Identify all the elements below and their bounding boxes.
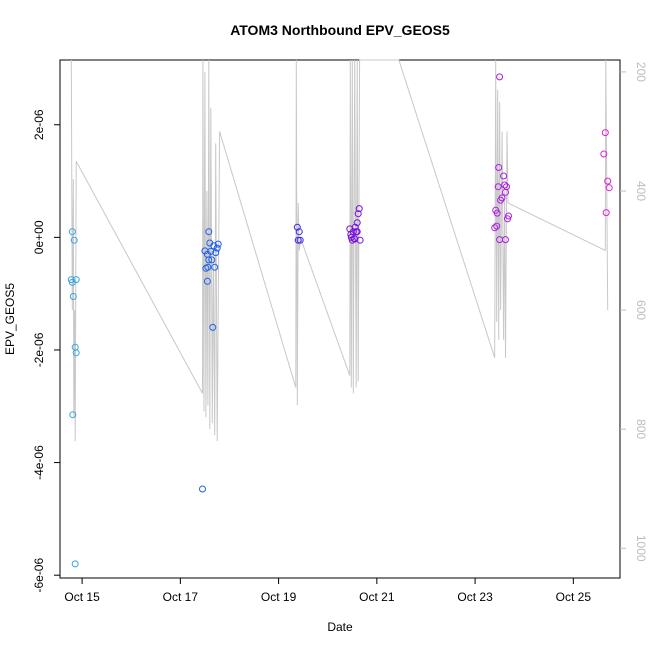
pressure-trace-line [70, 59, 609, 442]
data-point-s1-p13 [213, 244, 221, 252]
data-point-s1-p5 [205, 228, 213, 236]
x-axis-label: Date [327, 620, 353, 634]
y-tick-label-0: 2e-06 [32, 109, 46, 140]
x-tick-label-2: Oct 19 [261, 590, 297, 604]
data-point-s1-p9 [209, 323, 217, 331]
data-point-s2-p3 [296, 236, 304, 244]
data-point-s4-p11 [503, 183, 510, 191]
data-point-s3-p12 [351, 235, 359, 243]
data-point-s4-p9 [501, 181, 509, 189]
points-layer [67, 73, 613, 568]
x-tick-label-5: Oct 25 [556, 590, 592, 604]
data-point-s1-p15 [203, 277, 211, 285]
data-point-s5-p3 [605, 184, 613, 192]
chart-title: ATOM3 Northbound EPV_GEOS5 [230, 22, 450, 38]
data-point-s1-p14 [214, 240, 222, 248]
data-point-s3-p7 [353, 228, 361, 236]
data-point-s3-p13 [353, 219, 361, 227]
data-point-s2-p0 [293, 223, 301, 231]
data-point-s2-p1 [294, 236, 302, 244]
data-point-s4-p4 [495, 164, 503, 171]
data-point-s3-p8 [354, 210, 362, 218]
x-axis: Oct 15 Oct 17 Oct 19 Oct 21 Oct 23 Oct 25 [64, 578, 591, 604]
data-point-s0-p1 [70, 236, 78, 244]
data-point-s5-p2 [604, 177, 612, 185]
data-point-s1-p12 [212, 249, 220, 257]
data-point-s3-p9 [355, 205, 363, 213]
y-tick-label-2: -2e-06 [32, 332, 46, 367]
x-tick-label-3: Oct 21 [359, 590, 395, 604]
data-point-s4-p15 [502, 236, 509, 244]
data-point-s0-p4 [72, 276, 80, 284]
data-point-s4-p16 [493, 222, 501, 230]
data-point-s4-p3 [494, 183, 502, 191]
data-point-s3-p5 [351, 223, 359, 231]
data-point-s1-p4 [204, 263, 212, 271]
y-tick-label-1: 0e+00 [32, 220, 46, 254]
data-point-s4-p5 [496, 73, 504, 81]
data-point-s4-p0 [491, 224, 499, 232]
y2-tick-label-4: 1000 [634, 535, 648, 562]
data-point-s3-p11 [347, 233, 355, 241]
data-point-s0-p8 [69, 411, 77, 419]
data-point-s5-p1 [600, 150, 608, 158]
data-point-s0-p7 [72, 349, 80, 357]
data-point-s1-p8 [208, 256, 216, 264]
data-point-s0-p0 [68, 228, 76, 236]
y-axis-label: EPV_GEOS5 [3, 283, 17, 355]
plot-frame [59, 59, 621, 579]
data-point-s4-p8 [500, 172, 508, 180]
data-point-s5-p4 [602, 209, 610, 217]
x-tick-label-4: Oct 23 [457, 590, 493, 604]
data-point-s1-p0 [199, 485, 206, 493]
secondary-y-axis: 200 400 600 800 1000 [620, 62, 648, 562]
y-tick-label-3: -4e-06 [32, 445, 46, 480]
y-tick-label-4: -6e-06 [32, 558, 46, 593]
data-point-s4-p13 [505, 212, 512, 220]
x-tick-label-1: Oct 17 [163, 590, 199, 604]
data-point-s0-p9 [71, 560, 79, 568]
x-tick-label-0: Oct 15 [64, 590, 100, 604]
y2-tick-label-1: 400 [634, 181, 648, 201]
y2-tick-label-3: 800 [634, 419, 648, 439]
data-point-s1-p11 [211, 263, 219, 271]
data-point-s1-p16 [205, 256, 213, 264]
y2-tick-label-2: 600 [634, 300, 648, 320]
data-point-s4-p2 [493, 209, 501, 217]
y2-tick-label-0: 200 [634, 62, 648, 82]
data-point-s5-p0 [601, 129, 609, 137]
data-point-s2-p2 [295, 228, 303, 236]
data-point-s1-p7 [207, 247, 215, 255]
pressure-trace-layer [70, 59, 609, 442]
data-point-s0-p5 [69, 293, 77, 300]
y-axis: 2e-06 0e+00 -2e-06 -4e-06 -6e-06 [32, 109, 60, 593]
data-point-s4-p7 [498, 194, 506, 202]
